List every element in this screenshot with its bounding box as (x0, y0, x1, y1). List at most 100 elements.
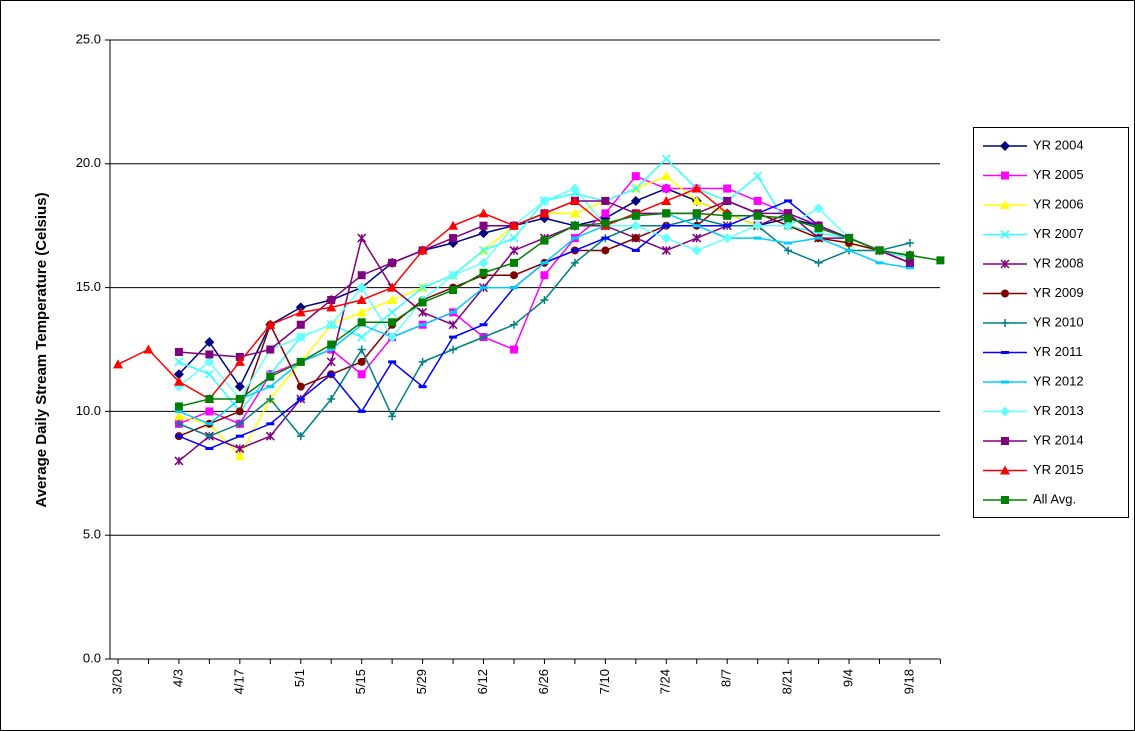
data-point (569, 183, 580, 194)
data-point (205, 407, 214, 416)
data-point (357, 233, 367, 243)
data-point (388, 258, 397, 267)
data-point (784, 241, 793, 245)
data-point (205, 350, 214, 359)
data-point (753, 211, 762, 220)
data-point (601, 196, 610, 205)
data-point (205, 432, 214, 441)
legend-label: YR 2007 (1033, 226, 1084, 241)
data-point (173, 369, 184, 380)
data-point (478, 228, 489, 239)
data-point (327, 372, 336, 376)
data-point (631, 211, 640, 220)
y-axis-title: Average Daily Stream Temperature (Celsiu… (33, 192, 50, 507)
data-point (539, 208, 550, 218)
y-tick-label: 20.0 (76, 155, 101, 170)
data-point (662, 209, 671, 218)
data-point (327, 340, 336, 349)
data-point (356, 294, 367, 304)
data-point (113, 359, 123, 369)
y-tick-label: 10.0 (76, 403, 101, 418)
data-point (388, 318, 397, 327)
data-point (356, 307, 367, 317)
legend-marker (1000, 406, 1010, 417)
data-point (570, 258, 579, 267)
data-point (449, 345, 458, 354)
data-point (356, 282, 367, 293)
data-point (814, 258, 823, 267)
data-point (418, 323, 427, 327)
data-point (449, 310, 458, 314)
data-point (357, 409, 366, 413)
data-point (205, 422, 214, 426)
data-point (661, 171, 672, 181)
data-point (296, 382, 305, 391)
x-tick-label: 5/1 (292, 669, 307, 687)
data-point (449, 234, 458, 243)
data-point (204, 337, 215, 348)
data-point (418, 385, 427, 389)
data-point (662, 184, 671, 193)
data-point (753, 196, 762, 205)
data-point (326, 357, 336, 367)
data-point (631, 248, 640, 252)
data-point (540, 295, 549, 304)
data-point (296, 397, 305, 401)
data-point (661, 245, 671, 255)
data-point (326, 302, 337, 312)
data-point (448, 270, 459, 281)
data-point (630, 220, 641, 231)
data-point (448, 220, 459, 230)
data-point (875, 261, 884, 265)
data-point (204, 369, 214, 379)
data-point (174, 347, 183, 356)
legend-marker (1001, 437, 1009, 445)
data-point (601, 236, 610, 240)
data-point (357, 370, 366, 379)
data-point (509, 258, 518, 267)
data-point (631, 172, 640, 181)
legend-marker (1000, 259, 1010, 269)
data-point (143, 344, 154, 354)
data-point (662, 224, 671, 228)
data-point (295, 307, 306, 317)
data-point (387, 332, 398, 343)
legend-marker (1001, 496, 1009, 504)
legend-marker (1001, 351, 1009, 354)
x-tick-label: 5/29 (414, 669, 429, 694)
x-tick-label: 4/3 (170, 669, 185, 687)
data-point (296, 432, 305, 441)
data-point (417, 245, 428, 255)
data-point (479, 323, 488, 327)
data-point (814, 224, 823, 233)
data-point (814, 236, 823, 240)
data-point (540, 271, 549, 280)
data-point (235, 419, 244, 428)
legend-marker (1000, 200, 1010, 209)
data-point (845, 234, 854, 243)
x-tick-label: 4/17 (231, 669, 246, 694)
data-point (234, 356, 245, 366)
data-point (509, 345, 518, 354)
data-point (478, 245, 489, 255)
data-point (783, 220, 794, 231)
data-point (357, 357, 366, 366)
data-point (174, 456, 184, 466)
data-point (540, 236, 549, 245)
data-point (266, 422, 275, 426)
legend-label: YR 2005 (1033, 167, 1084, 182)
data-point (784, 246, 793, 255)
data-point (173, 376, 184, 386)
data-point (692, 224, 701, 228)
data-point (509, 286, 518, 290)
data-point (539, 195, 550, 206)
legend-label: YR 2014 (1033, 432, 1084, 447)
data-point (845, 248, 854, 252)
data-point (205, 395, 214, 404)
data-point (296, 320, 305, 329)
legend-marker (1000, 141, 1010, 151)
data-point (449, 286, 458, 295)
data-point (235, 407, 244, 416)
data-point (266, 385, 275, 389)
